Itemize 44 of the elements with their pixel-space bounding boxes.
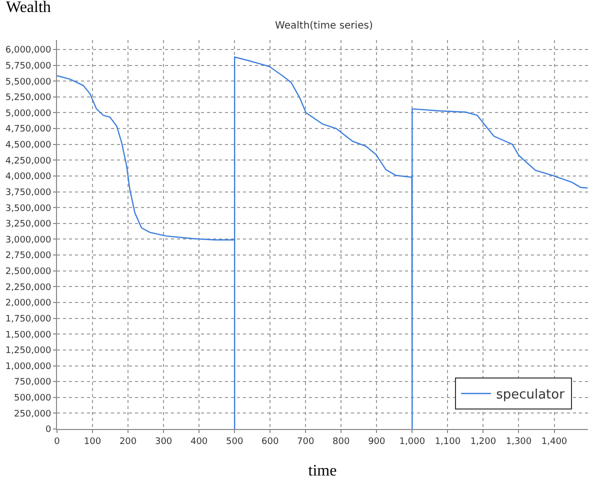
y-tick-label: 4,750,000 — [5, 124, 52, 135]
y-tick-label: 750,000 — [14, 378, 52, 388]
y-tick-label: 1,250,000 — [5, 346, 52, 356]
y-tick-label: 1,500,000 — [5, 330, 52, 340]
y-tick-label: 5,750,000 — [5, 61, 52, 72]
x-tick-label: 700 — [297, 436, 314, 447]
y-tick-label: 4,500,000 — [5, 140, 52, 151]
chart-title: Wealth(time series) — [275, 20, 373, 32]
x-tick-label: 0 — [54, 436, 60, 447]
legend-label: speculator — [496, 388, 566, 403]
y-tick-label: 2,250,000 — [5, 282, 52, 293]
y-tick-label: 3,750,000 — [5, 188, 52, 198]
x-tick-label: 500 — [226, 436, 244, 447]
y-tick-label: 2,750,000 — [5, 251, 52, 262]
y-tick-label: 4,250,000 — [5, 156, 52, 166]
y-tick-label: 5,250,000 — [5, 93, 52, 104]
y-tick-label: 2,000,000 — [5, 298, 52, 309]
y-tick-label: 250,000 — [14, 409, 52, 420]
x-tick-label: 200 — [119, 436, 137, 447]
x-tick-label: 800 — [332, 436, 350, 447]
y-tick-label: 500,000 — [14, 394, 52, 404]
x-tick-label: 100 — [84, 436, 102, 447]
y-tick-label: 2,500,000 — [5, 267, 52, 278]
y-tick-label: 6,000,000 — [5, 46, 52, 56]
x-tick-label: 300 — [154, 436, 172, 447]
y-tick-label: 3,000,000 — [5, 235, 52, 246]
x-tick-label: 1,300 — [506, 436, 532, 447]
x-tick-label: 1,200 — [470, 436, 496, 447]
x-axis-title: time — [308, 462, 337, 480]
x-tick-label: 400 — [190, 436, 208, 447]
y-tick-label: 1,750,000 — [5, 314, 52, 324]
y-tick-label: 3,500,000 — [5, 204, 52, 214]
y-tick-label: 0 — [45, 425, 52, 436]
x-tick-label: 900 — [368, 436, 386, 447]
y-axis-title: Wealth — [6, 0, 51, 16]
y-tick-label: 5,500,000 — [5, 77, 52, 88]
x-tick-label: 1,000 — [399, 436, 426, 447]
y-tick-label: 1,000,000 — [5, 362, 52, 372]
y-tick-label: 3,250,000 — [5, 220, 52, 230]
y-tick-label: 5,000,000 — [5, 108, 52, 119]
x-tick-label: 1,400 — [541, 436, 568, 447]
x-tick-label: 600 — [262, 436, 279, 447]
y-tick-label: 4,000,000 — [5, 172, 52, 182]
x-tick-label: 1,100 — [434, 436, 461, 447]
